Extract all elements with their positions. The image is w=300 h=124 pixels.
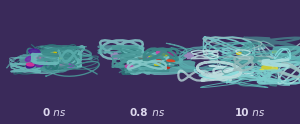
Ellipse shape bbox=[140, 55, 149, 59]
Ellipse shape bbox=[166, 52, 176, 55]
Text: ns: ns bbox=[50, 108, 65, 118]
Ellipse shape bbox=[36, 63, 47, 67]
Ellipse shape bbox=[156, 50, 166, 55]
Ellipse shape bbox=[26, 63, 35, 68]
Ellipse shape bbox=[237, 52, 241, 54]
Ellipse shape bbox=[162, 54, 168, 56]
Ellipse shape bbox=[39, 57, 50, 62]
Ellipse shape bbox=[165, 67, 170, 68]
Text: ns: ns bbox=[149, 108, 164, 118]
Ellipse shape bbox=[60, 64, 65, 66]
Text: 0: 0 bbox=[42, 108, 50, 118]
Ellipse shape bbox=[125, 65, 135, 68]
Ellipse shape bbox=[67, 64, 74, 67]
Ellipse shape bbox=[25, 56, 33, 61]
Ellipse shape bbox=[273, 51, 277, 53]
Ellipse shape bbox=[155, 64, 160, 65]
Ellipse shape bbox=[45, 64, 55, 68]
Ellipse shape bbox=[50, 52, 56, 54]
Ellipse shape bbox=[267, 66, 278, 70]
Ellipse shape bbox=[167, 60, 175, 62]
Ellipse shape bbox=[46, 61, 51, 64]
Ellipse shape bbox=[26, 63, 34, 66]
Ellipse shape bbox=[142, 60, 147, 62]
Ellipse shape bbox=[29, 49, 40, 54]
Text: 0.8: 0.8 bbox=[130, 108, 148, 118]
Ellipse shape bbox=[262, 65, 271, 69]
Text: ns: ns bbox=[249, 108, 265, 118]
Ellipse shape bbox=[34, 56, 42, 59]
Text: 10: 10 bbox=[235, 108, 249, 118]
Ellipse shape bbox=[56, 57, 62, 59]
Ellipse shape bbox=[33, 53, 44, 57]
Ellipse shape bbox=[139, 56, 146, 59]
Ellipse shape bbox=[51, 52, 55, 54]
Ellipse shape bbox=[149, 56, 152, 57]
Ellipse shape bbox=[156, 60, 161, 62]
Ellipse shape bbox=[56, 54, 60, 56]
Ellipse shape bbox=[260, 69, 264, 71]
